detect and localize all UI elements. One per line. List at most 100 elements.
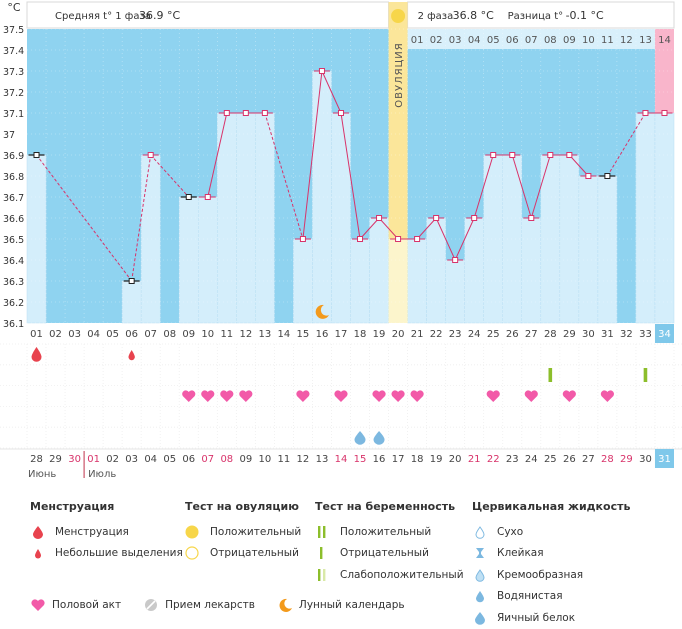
legend-label: Клейкая — [497, 547, 544, 560]
temp-point — [490, 152, 497, 158]
calendar-date: 15 — [354, 454, 367, 465]
legend-title: Тест на беременность — [315, 500, 456, 513]
y-tick-label: 36.8 — [3, 172, 24, 183]
moon-icon — [315, 304, 329, 319]
cycle-day-label: 10 — [201, 329, 214, 340]
heart-icon — [334, 390, 348, 402]
calendar-date: 28 — [601, 454, 614, 465]
heart-icon — [372, 390, 386, 402]
phase2-day-number: 09 — [563, 35, 576, 46]
legend-pregnancy-test: Тест на беременность Положительный Отриц… — [315, 500, 464, 586]
temp-point — [223, 110, 230, 116]
temp-point — [585, 173, 592, 179]
heart-icon — [31, 599, 45, 611]
small-drop-icon — [128, 350, 135, 361]
temp-line-segment — [131, 154, 152, 282]
legend-label: Яичный белок — [497, 611, 576, 624]
legend-label: Кремообразная — [497, 568, 584, 581]
legend-label: Лунный календарь — [298, 599, 405, 611]
phase2-day-number: 06 — [506, 35, 519, 46]
y-tick-label: 36.6 — [3, 214, 24, 225]
temp-column — [445, 259, 465, 324]
phase2-day-number: 03 — [449, 35, 462, 46]
dry-drop-icon — [475, 525, 485, 539]
y-tick-label: 37 — [3, 130, 15, 141]
cycle-day-label: 05 — [106, 329, 119, 340]
temp-point — [204, 194, 211, 200]
temp-column — [521, 217, 542, 324]
moon-icon — [279, 598, 292, 612]
y-tick-label: 36.5 — [3, 235, 24, 246]
diff-label: Разница t° — [508, 11, 564, 22]
legend-label: Менструация — [55, 525, 129, 538]
y-tick-label: 37.1 — [3, 109, 24, 120]
legend-item: Отрицательный — [315, 543, 464, 565]
cycle-day-label: 27 — [525, 329, 538, 340]
symbol-rows — [0, 343, 682, 449]
cycle-day-label: 18 — [354, 329, 367, 340]
cycle-day-label: 19 — [373, 329, 386, 340]
cycle-day-label: 13 — [259, 329, 272, 340]
cycle-day-label: 06 — [125, 329, 138, 340]
temp-point — [337, 110, 344, 116]
cycle-day-axis: 01 02 03 04 05 06 07 08 09 10 11 12 13 14 15 16 17 18 19 20… — [30, 324, 674, 343]
blood-drop-icon — [33, 525, 43, 539]
temp-line-segment — [530, 154, 551, 219]
temp-line-segment — [264, 112, 304, 240]
cycle-day-label: 32 — [620, 329, 633, 340]
legend-label: Прием лекарств — [165, 599, 255, 611]
temp-column — [293, 238, 313, 324]
phase2-day-number: 11 — [601, 35, 614, 46]
faint-bars-icon — [318, 568, 326, 581]
calendar-date: 03 — [125, 454, 138, 465]
cycle-day-label: 25 — [487, 329, 500, 340]
legend-item: Менструация — [30, 521, 183, 543]
one-bar-icon — [320, 547, 323, 560]
legend-bottom: Половой акт Прием лекарств Лунный календ… — [30, 598, 427, 612]
calendar-date: 05 — [163, 454, 176, 465]
cycle-day-label: 34 — [658, 329, 671, 340]
cycle-day-label: 21 — [411, 329, 424, 340]
temp-line-segment — [359, 217, 380, 240]
heart-icon — [391, 390, 405, 402]
calendar-date: 19 — [430, 454, 443, 465]
calendar-date: 16 — [373, 454, 386, 465]
calendar-date: 18 — [411, 454, 424, 465]
temp-line-segment — [340, 112, 361, 240]
temp-point — [452, 257, 459, 263]
creamy-drop-icon — [475, 568, 485, 582]
ovulation-sun-icon — [391, 9, 406, 23]
temp-line-segment — [473, 154, 494, 219]
temp-point — [318, 68, 325, 74]
heart-icon — [296, 390, 310, 402]
ovulation-lower — [388, 239, 408, 323]
cycle-day-label: 33 — [639, 329, 652, 340]
y-tick-label: 36.3 — [3, 277, 24, 288]
ovulation-label: ОВУЛЯЦИЯ — [394, 42, 405, 108]
phase1-label: Средняя t° 1 фаза — [55, 11, 151, 22]
temp-line-segment — [606, 112, 646, 177]
calendar-date: 10 — [259, 454, 272, 465]
y-tick-label: 37.5 — [3, 25, 24, 36]
month-label: Июнь — [28, 469, 56, 480]
heart-icon — [562, 390, 576, 402]
pregnancy-test-icon — [643, 368, 648, 382]
phase2-day-number: 10 — [582, 35, 595, 46]
temp-point — [299, 236, 306, 242]
heart-icon — [486, 390, 500, 402]
temp-line-segment — [435, 217, 456, 261]
calendar-date: 21 — [468, 454, 481, 465]
calendar-date: 30 — [639, 454, 652, 465]
legend-label: Слабоположительный — [340, 568, 464, 581]
egg-white-drop-icon — [475, 611, 485, 625]
y-unit-label: °C — [7, 1, 21, 14]
temp-column — [578, 175, 599, 324]
cycle-day-label: 04 — [87, 329, 100, 340]
temp-point — [376, 215, 383, 221]
legend-item: Положительный — [315, 521, 464, 543]
temp-column — [140, 154, 161, 324]
temp-column — [597, 175, 618, 324]
legend-label: Отрицательный — [210, 547, 299, 560]
